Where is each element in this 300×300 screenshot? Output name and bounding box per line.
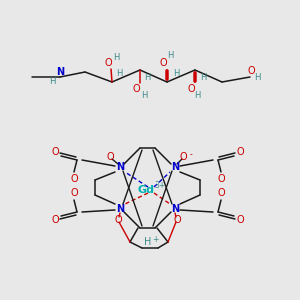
Text: H: H	[194, 92, 200, 100]
Text: H: H	[49, 77, 55, 86]
Text: -: -	[190, 151, 192, 160]
Text: H: H	[141, 92, 147, 100]
Text: O: O	[70, 174, 78, 184]
Text: H: H	[144, 237, 152, 247]
Text: N: N	[116, 204, 124, 214]
Text: H: H	[167, 52, 173, 61]
Text: O: O	[217, 174, 225, 184]
Text: O: O	[70, 188, 78, 198]
Text: +: +	[152, 236, 158, 244]
Text: O: O	[179, 152, 187, 162]
Text: O: O	[173, 215, 181, 225]
Text: N: N	[116, 162, 124, 172]
Text: H: H	[200, 73, 206, 82]
Text: H: H	[113, 52, 119, 62]
Text: H: H	[173, 70, 179, 79]
Text: O: O	[236, 215, 244, 225]
Text: O: O	[51, 215, 59, 225]
Text: O: O	[104, 58, 112, 68]
Text: 3+: 3+	[154, 182, 166, 190]
Text: O: O	[187, 84, 195, 94]
Text: O: O	[106, 152, 114, 162]
Text: H: H	[116, 68, 122, 77]
Text: H: H	[144, 74, 150, 82]
Text: O: O	[159, 58, 167, 68]
Text: O: O	[114, 215, 122, 225]
Text: O: O	[247, 66, 255, 76]
Text: N: N	[171, 204, 179, 214]
Text: H: H	[254, 73, 260, 82]
Text: O: O	[217, 188, 225, 198]
Text: O: O	[236, 147, 244, 157]
Text: N: N	[56, 67, 64, 77]
Text: O: O	[132, 84, 140, 94]
Text: Gd: Gd	[137, 185, 154, 195]
Text: O: O	[51, 147, 59, 157]
Text: N: N	[171, 162, 179, 172]
